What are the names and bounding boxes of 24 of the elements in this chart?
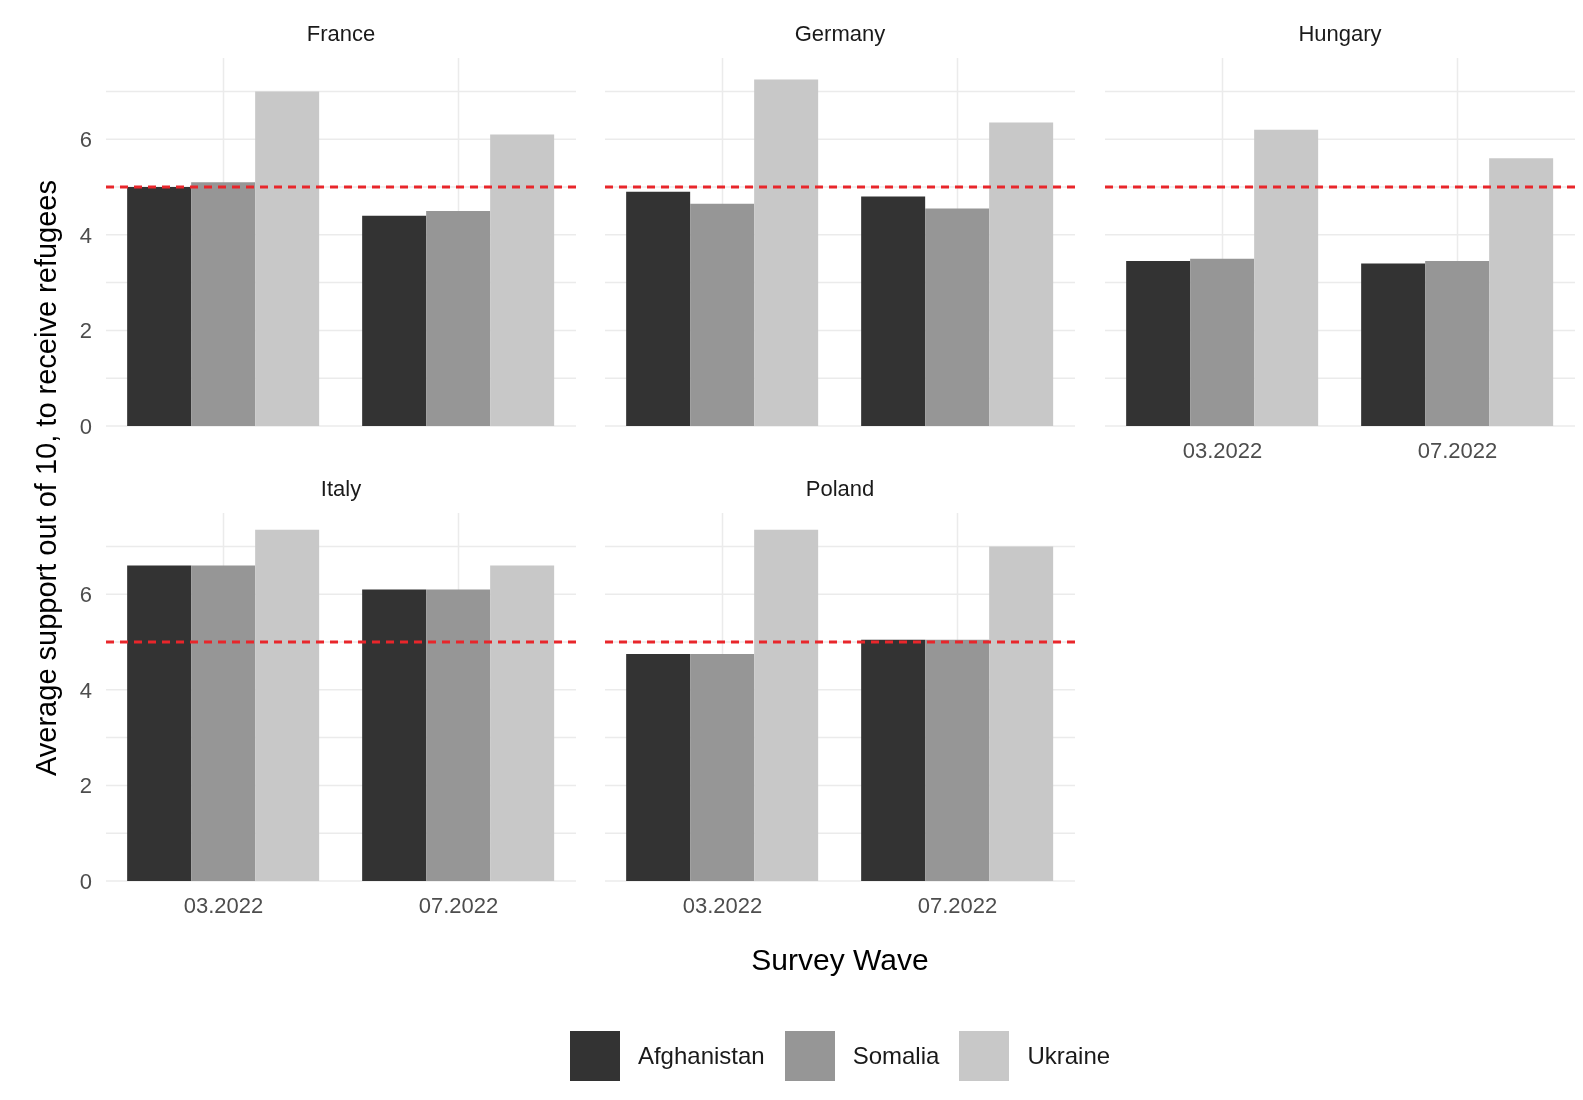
x-tick-label: 07.2022 — [1417, 437, 1498, 463]
chart-title: Germany — [794, 21, 886, 46]
y-axis-title: Average support out of 10, to receive refugees — [30, 180, 62, 776]
x-tick-label: 03.2022 — [1182, 437, 1263, 463]
y-tick-label: 4 — [79, 677, 92, 703]
y-tick-label: 4 — [79, 222, 92, 248]
y-tick-label: 6 — [79, 127, 92, 153]
legend-label: Somalia — [852, 1042, 940, 1069]
x-tick-label: 03.2022 — [183, 892, 264, 918]
y-tick-label: 2 — [79, 773, 92, 799]
x-tick-label: 07.2022 — [917, 892, 998, 918]
legend-label: Afghanistan — [637, 1042, 765, 1069]
chart-title: Italy — [320, 476, 362, 501]
y-tick-label: 6 — [79, 582, 92, 608]
y-tick-label: 0 — [79, 868, 92, 894]
x-axis-title: Survey Wave — [751, 943, 929, 976]
chart-title: France — [306, 21, 376, 46]
x-tick-label: 03.2022 — [682, 892, 763, 918]
chart-title: Hungary — [1298, 21, 1382, 46]
y-tick-label: 0 — [79, 413, 92, 439]
y-tick-label: 2 — [79, 318, 92, 344]
x-tick-label: 07.2022 — [418, 892, 499, 918]
legend-label: Ukraine — [1027, 1042, 1111, 1069]
chart-title: Poland — [805, 476, 875, 501]
